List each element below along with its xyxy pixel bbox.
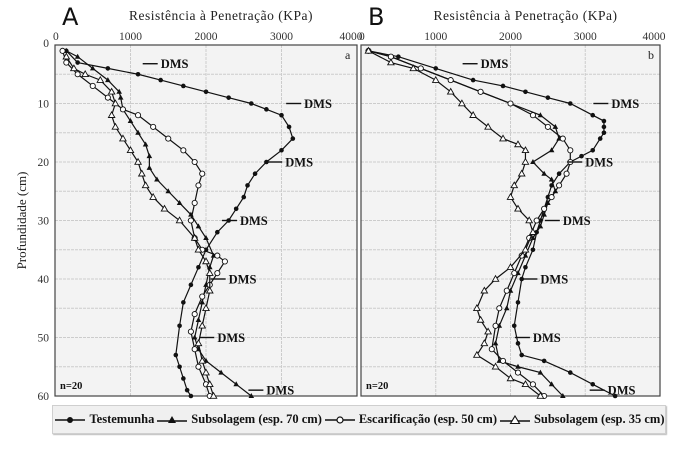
x-tick-label: 3000 — [574, 31, 597, 43]
filled-triangle-marker-icon — [157, 415, 188, 423]
y-tick-label: 40 — [38, 274, 50, 286]
chart-panel-a: 0 1000 2000 3000 40000102030405060Profundida… — [14, 3, 363, 403]
chart-panel-b: 0 1000 2000 3000 4000 B Resistência à Penetraç… — [359, 3, 666, 400]
dms-annotation: DMS — [481, 57, 509, 71]
dms-annotation: DMS — [563, 214, 591, 228]
y-tick-label: 50 — [38, 333, 50, 345]
sample-size-label: n=20 — [60, 381, 82, 392]
open-circle-marker-icon — [324, 415, 355, 424]
x-tick-label: 0 — [53, 31, 59, 43]
y-tick-label: 60 — [38, 391, 50, 403]
x-tick-label: 3000 — [270, 31, 293, 43]
series-subsolagem-esp-35-cm- — [364, 46, 545, 399]
open-triangle-marker-icon — [499, 414, 530, 424]
x-tick-label: 1000 — [424, 31, 447, 43]
legend-item-subsolagem-35: Subsolagem (esp. 35 cm) — [498, 412, 665, 427]
legend-label: Escarificação (esp. 50 cm) — [358, 412, 497, 426]
dms-annotation: DMS — [229, 273, 257, 287]
series-subsolagem-esp-35-cm- — [62, 52, 218, 399]
chart-legend: Testemunha Subsolagem (esp. 70 cm) Escar… — [52, 405, 666, 434]
x-tick-label: 1000 — [119, 31, 142, 43]
dms-annotation: DMS — [266, 384, 294, 398]
y-axis-label: Profundidade (cm) — [14, 172, 29, 270]
legend-label: Subsolagem (esp. 35 cm) — [533, 412, 665, 426]
legend-label: Testemunha — [89, 412, 155, 426]
legend-label: Subsolagem (esp. 70 cm) — [191, 412, 322, 426]
x-tick-label: 2000 — [195, 31, 218, 43]
plot-frame — [54, 44, 358, 397]
y-tick-label: 30 — [38, 216, 50, 228]
legend-item-escarificacao-50: Escarificação (esp. 50 cm) — [323, 412, 497, 427]
legend-item-subsolagem-70: Subsolagem (esp. 70 cm) — [155, 412, 322, 427]
x-tick-label: 4000 — [340, 31, 363, 43]
x-axis-title: Resistência à Penetração (KPa) — [433, 8, 617, 23]
dms-annotation: DMS — [161, 57, 189, 71]
x-tick-label: 2000 — [499, 31, 522, 43]
dms-annotation: DMS — [217, 331, 245, 345]
x-tick-label: 4000 — [643, 31, 666, 43]
panel-corner-label: a — [345, 48, 351, 62]
x-tick-label: 0 — [359, 31, 365, 43]
dms-annotation: DMS — [285, 156, 313, 170]
series-subsolagem-esp-70-cm- — [63, 47, 255, 398]
x-axis-title: Resistência à Penetração (KPa) — [129, 8, 313, 23]
y-tick-label: 20 — [38, 157, 50, 169]
legend-item-testemunha: Testemunha — [53, 412, 154, 427]
y-tick-label: 0 — [43, 38, 49, 50]
plot-frame — [360, 44, 661, 397]
dms-annotation: DMS — [540, 273, 568, 287]
panel-letter: B — [368, 3, 384, 31]
dms-annotation: DMS — [611, 97, 639, 111]
dms-annotation: DMS — [240, 214, 268, 228]
dms-annotation: DMS — [585, 156, 613, 170]
dms-annotation: DMS — [608, 384, 636, 398]
series-testemunha — [64, 48, 296, 399]
dms-annotation: DMS — [533, 331, 561, 345]
sample-size-label: n=20 — [366, 381, 388, 392]
panel-corner-label: b — [648, 48, 654, 62]
y-tick-label: 10 — [38, 99, 50, 111]
filled-circle-marker-icon — [55, 416, 86, 423]
dms-annotation: DMS — [304, 97, 332, 111]
panel-letter: A — [62, 3, 79, 31]
